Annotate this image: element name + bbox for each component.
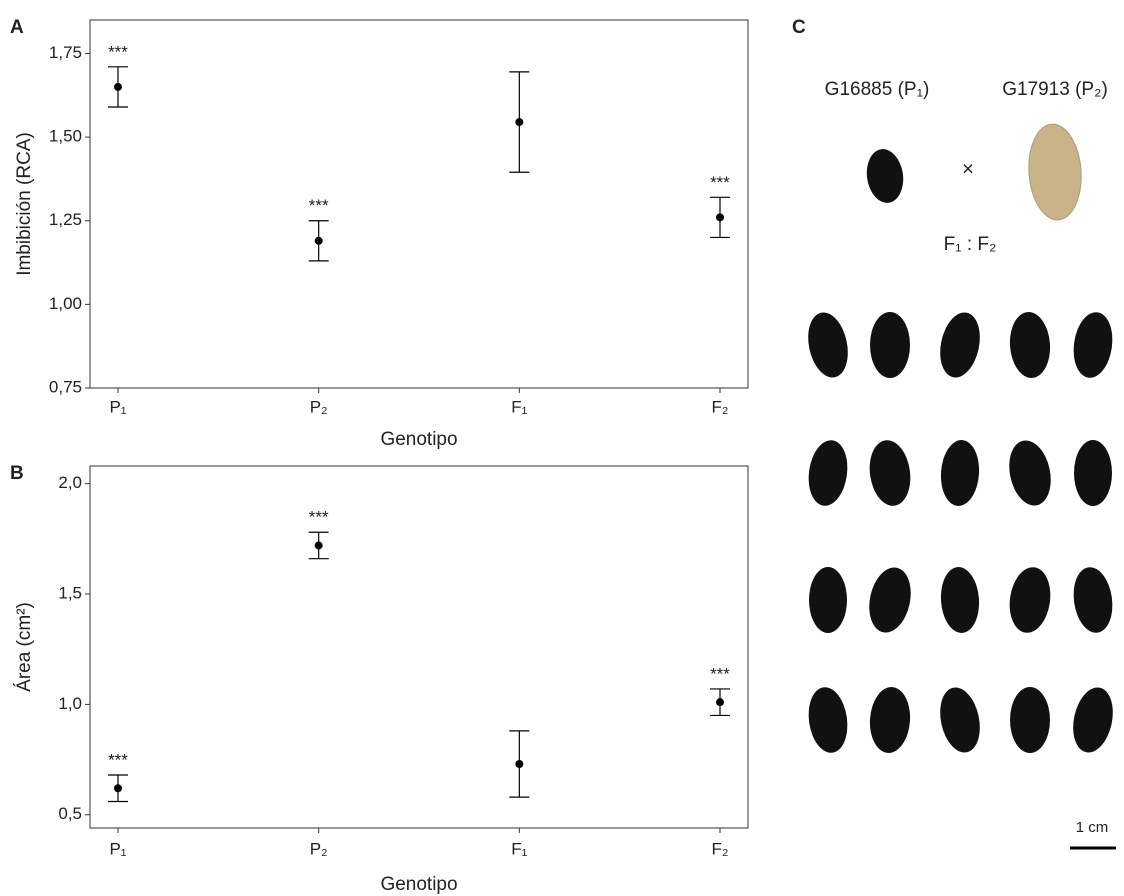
- seed: [1004, 437, 1057, 510]
- x-tick-label: F₂: [712, 397, 729, 416]
- x-tick-label: P₁: [109, 397, 126, 416]
- mean-point: [716, 213, 724, 221]
- panel-label: A: [10, 17, 24, 38]
- significance-label: ***: [710, 173, 730, 192]
- seed: [805, 438, 852, 509]
- y-tick-label: 1,25: [49, 210, 82, 229]
- seed: [939, 439, 982, 507]
- seed: [1006, 565, 1055, 636]
- mean-point: [114, 784, 122, 792]
- seed: [866, 438, 915, 509]
- y-tick-label: 1,00: [49, 294, 82, 313]
- seed-p2: [1026, 122, 1085, 221]
- x-tick-label: P₂: [310, 839, 328, 858]
- progeny-label: F₁ : F₂: [944, 234, 997, 255]
- seed: [935, 684, 986, 756]
- significance-label: ***: [309, 508, 329, 527]
- x-tick-label: P₁: [109, 839, 126, 858]
- y-tick-label: 1,5: [58, 584, 82, 603]
- plot-frame: [90, 466, 748, 828]
- x-tick-label: P₂: [310, 397, 328, 416]
- seed: [1070, 565, 1117, 636]
- seed: [1074, 440, 1112, 506]
- y-axis-label: Área (cm²): [14, 602, 35, 692]
- seed-grid: [803, 309, 1119, 756]
- x-tick-label: F₁: [511, 397, 527, 416]
- seed: [864, 564, 917, 637]
- seed: [803, 309, 854, 381]
- significance-label: ***: [108, 42, 128, 61]
- parent-label: G16885 (P₁): [825, 79, 930, 100]
- x-tick-label: F₂: [712, 839, 729, 858]
- panel-label: B: [10, 463, 24, 484]
- panel-label: C: [792, 17, 806, 38]
- significance-label: ***: [710, 664, 730, 683]
- significance-label: ***: [108, 751, 128, 770]
- x-axis-label: Genotipo: [380, 429, 457, 450]
- y-tick-label: 1,0: [58, 694, 82, 713]
- seed: [870, 312, 910, 378]
- mean-point: [515, 760, 523, 768]
- y-tick-label: 1,50: [49, 127, 82, 146]
- seed: [809, 567, 847, 633]
- y-tick-label: 2,0: [58, 473, 82, 492]
- y-axis-label: Imbibición (RCA): [14, 132, 35, 276]
- seed: [1070, 310, 1117, 381]
- seed: [1068, 684, 1119, 756]
- significance-label: ***: [309, 196, 329, 215]
- seed: [805, 685, 852, 756]
- mean-point: [315, 541, 323, 549]
- mean-point: [315, 237, 323, 245]
- y-tick-label: 1,75: [49, 43, 82, 62]
- seed: [1010, 687, 1050, 753]
- x-axis-label: Genotipo: [380, 874, 457, 895]
- plot-frame: [90, 20, 748, 388]
- mean-point: [515, 118, 523, 126]
- seed: [939, 566, 982, 634]
- cross-symbol: ×: [962, 158, 974, 180]
- mean-point: [114, 83, 122, 91]
- parent-label: G17913 (P₂): [1002, 79, 1108, 100]
- figure: C G16885 (P₁) G17913 (P₂) × F₁ : F₂ 1 cm…: [0, 0, 1124, 896]
- seed: [935, 309, 986, 381]
- seed-p1: [863, 147, 906, 205]
- mean-point: [716, 698, 724, 706]
- x-tick-label: F₁: [511, 839, 527, 858]
- scale-label: 1 cm: [1076, 819, 1109, 836]
- y-tick-label: 0,75: [49, 377, 82, 396]
- seed: [868, 686, 913, 755]
- y-tick-label: 0,5: [58, 804, 82, 823]
- seed: [1008, 311, 1053, 380]
